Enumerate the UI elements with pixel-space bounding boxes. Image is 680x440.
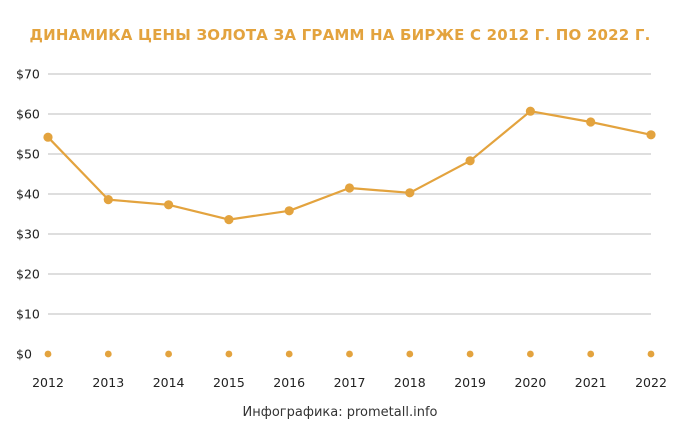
- y-tick-label: $40: [16, 187, 40, 202]
- data-point-baseline: [165, 350, 173, 358]
- x-tick-label: 2016: [273, 375, 305, 390]
- x-tick-label: 2021: [575, 375, 607, 390]
- data-point-baseline: [285, 350, 293, 358]
- y-tick-label: $70: [16, 67, 40, 82]
- x-tick-label: 2020: [514, 375, 546, 390]
- data-point-price: [284, 206, 294, 216]
- x-tick-label: 2013: [92, 375, 124, 390]
- y-tick-label: $20: [16, 267, 40, 282]
- data-point-price: [103, 195, 113, 205]
- data-point-baseline: [647, 350, 655, 358]
- data-point-price: [525, 106, 536, 116]
- y-tick-label: $60: [16, 107, 40, 122]
- x-tick-label: 2022: [635, 375, 667, 390]
- data-point-price: [224, 215, 234, 225]
- chart-title: ДИНАМИКА ЦЕНЫ ЗОЛОТА ЗА ГРАММ НА БИРЖЕ С…: [29, 26, 651, 44]
- data-point-baseline: [104, 350, 112, 358]
- data-point-price: [43, 132, 53, 142]
- data-point-price: [164, 200, 174, 210]
- x-tick-label: 2014: [153, 375, 185, 390]
- data-point-baseline: [406, 350, 414, 358]
- data-point-price: [405, 188, 415, 198]
- y-tick-label: $50: [16, 147, 40, 162]
- data-point-baseline: [346, 350, 353, 358]
- source-caption: Инфографика: prometall.info: [242, 405, 438, 420]
- data-point-baseline: [527, 350, 534, 358]
- data-point-baseline: [44, 350, 52, 358]
- x-tick-label: 2015: [213, 375, 245, 390]
- data-point-price: [344, 183, 355, 193]
- x-tick-label: 2012: [32, 375, 64, 390]
- x-tick-label: 2019: [454, 375, 486, 390]
- data-point-baseline: [466, 350, 474, 358]
- y-tick-label: $10: [16, 307, 40, 322]
- data-point-baseline: [225, 350, 233, 358]
- x-tick-label: 2017: [334, 375, 366, 390]
- y-tick-label: $30: [16, 227, 40, 242]
- data-point-price: [586, 117, 596, 127]
- y-tick-label: $0: [16, 347, 32, 362]
- data-point-baseline: [587, 350, 595, 358]
- data-point-price: [465, 156, 475, 166]
- x-tick-label: 2018: [394, 375, 426, 390]
- data-point-price: [646, 130, 656, 140]
- series-line-price: [47, 110, 652, 221]
